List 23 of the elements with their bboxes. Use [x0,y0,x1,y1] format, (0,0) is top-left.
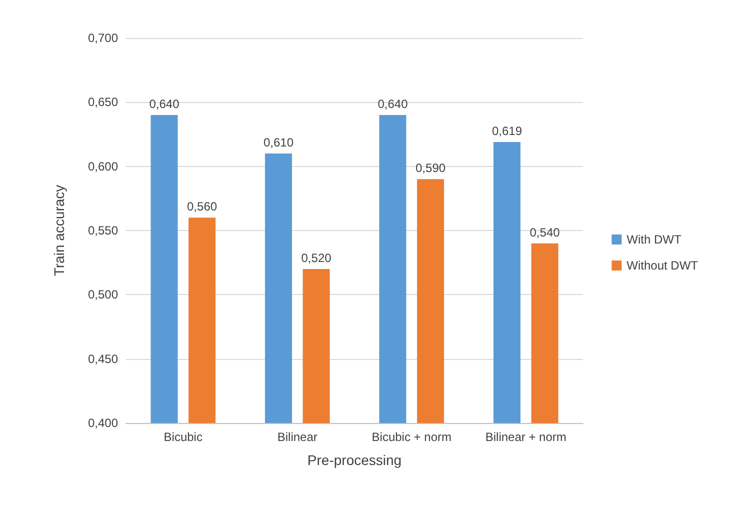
data-label: 0,640 [378,97,408,111]
y-tick-label: 0,650 [88,95,118,110]
y-tick-label: 0,550 [88,224,118,238]
x-axis-title: Pre-processing [307,452,402,468]
data-label: 0,610 [263,136,294,150]
data-label: 0,619 [492,124,522,138]
legend-label: With DWT [626,232,682,246]
y-tick-label: 0,450 [88,352,118,366]
y-axis-title: Train accuracy [51,184,67,276]
x-tick-label: Bicubic [164,430,202,444]
data-label: 0,520 [301,251,332,265]
data-label: 0,560 [187,200,218,214]
x-tick-label: Bilinear [277,430,318,444]
x-tick-label: Bilinear + norm [485,430,566,444]
y-tick-label: 0,500 [88,288,118,302]
data-label: 0,590 [416,161,446,176]
legend-label: Without DWT [626,258,699,272]
data-label: 0,540 [530,225,560,240]
y-tick-label: 0,400 [88,416,118,430]
data-label: 0,640 [149,97,180,111]
y-tick-label: 0,700 [88,31,118,45]
y-tick-label: 0,600 [88,159,118,174]
x-tick-label: Bicubic + norm [372,430,452,444]
